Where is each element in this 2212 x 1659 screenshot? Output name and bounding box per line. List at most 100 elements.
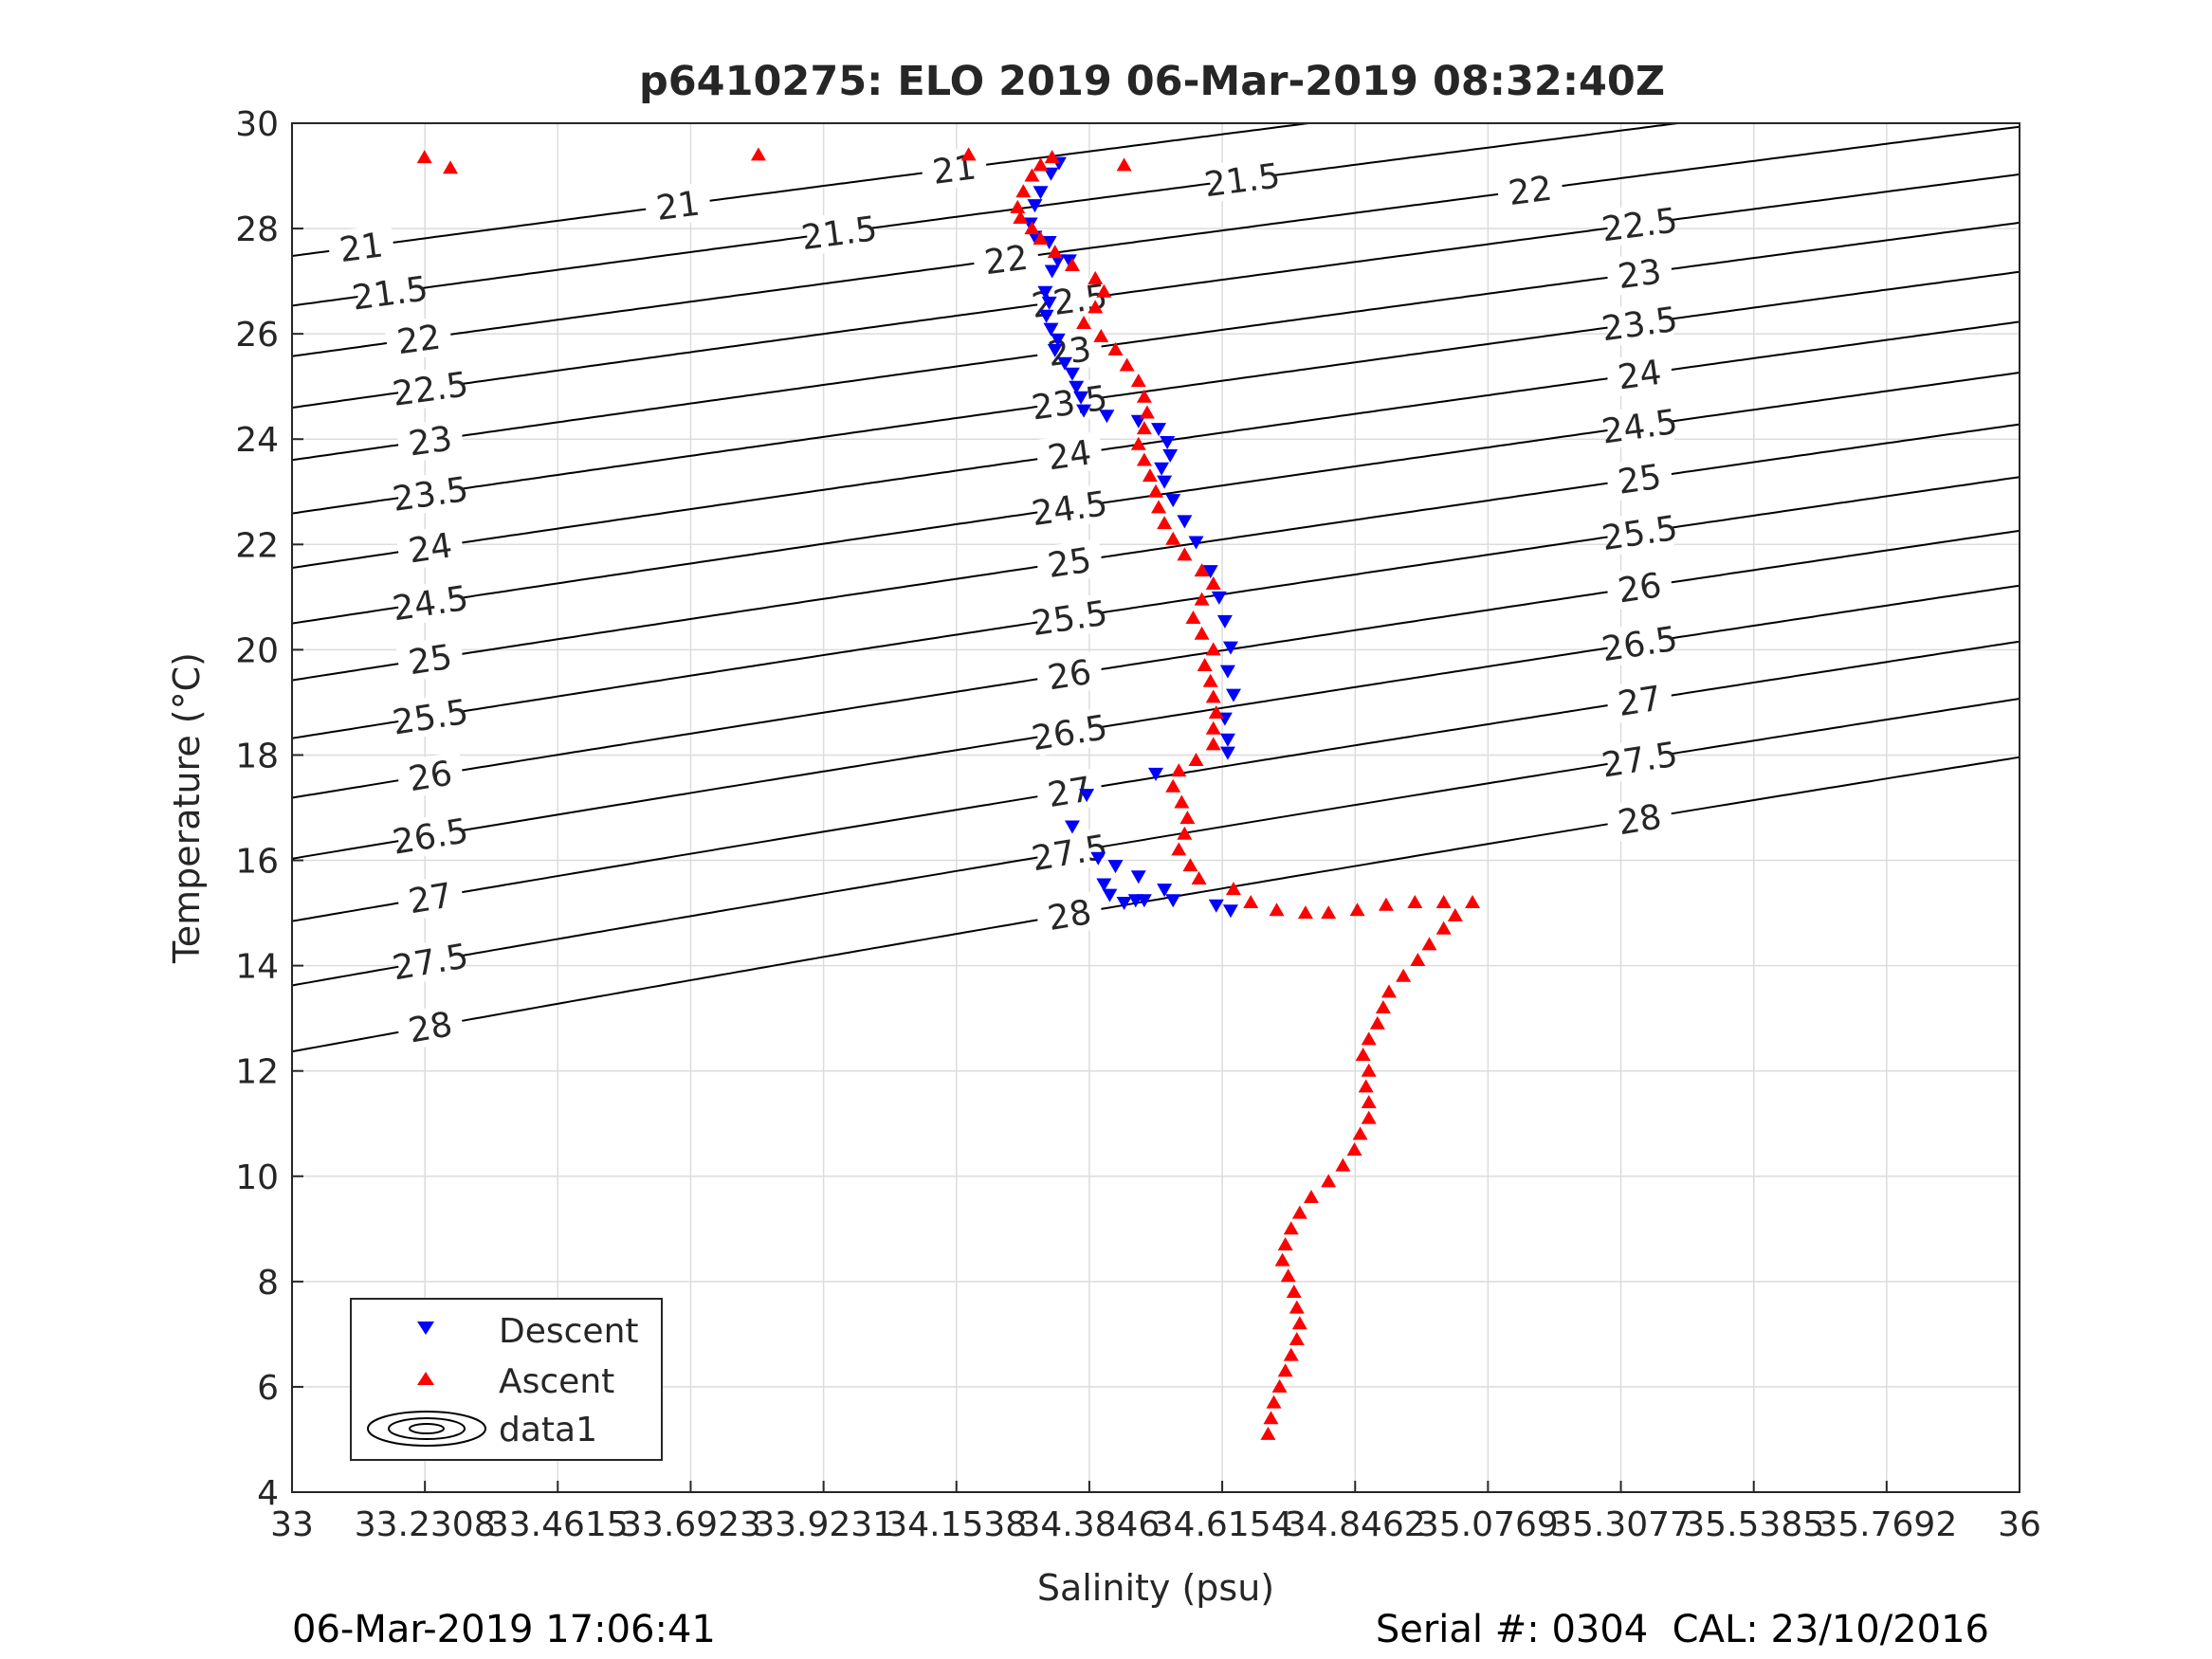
svg-text:23.5: 23.5 bbox=[390, 470, 470, 520]
ascent-point bbox=[1297, 905, 1313, 920]
ascent-point bbox=[1116, 157, 1132, 172]
contour-label: 27.5 bbox=[1029, 829, 1110, 880]
descent-point bbox=[1211, 591, 1227, 605]
descent-point bbox=[1162, 448, 1179, 463]
descent-point bbox=[1165, 894, 1181, 908]
ascent-point bbox=[1355, 1048, 1371, 1062]
descent-point bbox=[1096, 878, 1112, 892]
contour-line bbox=[292, 173, 2020, 409]
svg-text:21: 21 bbox=[338, 226, 386, 270]
y-tick-label: 20 bbox=[235, 631, 279, 670]
svg-text:22: 22 bbox=[1507, 170, 1555, 214]
y-tick-label: 22 bbox=[235, 526, 279, 565]
ascent-point bbox=[1205, 689, 1221, 703]
contour-label: 21 bbox=[920, 145, 989, 192]
x-tick-label: 33.2308 bbox=[355, 1505, 496, 1544]
ascent-point bbox=[1465, 894, 1481, 908]
y-axis-label: Temperature (°C) bbox=[166, 652, 208, 964]
ascent-point bbox=[1243, 894, 1259, 908]
legend-box bbox=[350, 1298, 663, 1461]
contour-line bbox=[292, 270, 2020, 515]
x-tick-label: 35.5385 bbox=[1683, 1505, 1824, 1544]
svg-text:22.5: 22.5 bbox=[1030, 278, 1110, 326]
descent-point bbox=[1219, 733, 1235, 747]
contour-label: 24 bbox=[1604, 351, 1674, 398]
legend-contour-icon bbox=[367, 1411, 486, 1447]
contour-label: 27.5 bbox=[1600, 735, 1681, 786]
descent-point bbox=[1033, 186, 1049, 200]
ascent-point bbox=[1142, 468, 1158, 483]
contour-label: 25.5 bbox=[1600, 508, 1680, 558]
ascent-point bbox=[1194, 592, 1210, 606]
ascent-point bbox=[1352, 1126, 1368, 1140]
descent-point bbox=[1064, 367, 1080, 381]
ascent-point bbox=[1321, 1174, 1337, 1188]
svg-text:23: 23 bbox=[1616, 252, 1664, 297]
svg-text:27.5: 27.5 bbox=[1600, 736, 1681, 786]
ascent-point bbox=[1225, 882, 1241, 896]
x-axis-label: Salinity (psu) bbox=[1037, 1567, 1274, 1609]
descent-point bbox=[1073, 391, 1089, 405]
y-tick-label: 24 bbox=[235, 421, 279, 460]
contour-label: 24.5 bbox=[1600, 402, 1680, 452]
contour-label: 28 bbox=[394, 1002, 466, 1051]
y-tick-label: 12 bbox=[235, 1053, 279, 1092]
descent-point bbox=[1160, 436, 1176, 450]
contour-label: 21 bbox=[643, 181, 713, 228]
descent-point bbox=[1116, 896, 1132, 910]
descent-point bbox=[1069, 380, 1085, 394]
ascent-point bbox=[1182, 858, 1198, 872]
density-contours: 21212121.521.521.522222222.522.522.52323… bbox=[292, 123, 2020, 1053]
x-tick-label: 34.3846 bbox=[1018, 1505, 1160, 1544]
contour-label: 22 bbox=[384, 315, 453, 362]
ascent-point bbox=[1277, 1363, 1293, 1377]
descent-point bbox=[1041, 296, 1057, 310]
descent-point bbox=[1222, 641, 1238, 655]
ascent-point bbox=[1263, 1411, 1279, 1425]
ascent-point bbox=[1130, 374, 1146, 388]
ascent-point bbox=[443, 160, 459, 174]
ascent-point bbox=[1139, 405, 1155, 419]
x-tick-label: 36 bbox=[1998, 1505, 2041, 1544]
y-tick-label: 30 bbox=[235, 105, 279, 144]
x-tick-label: 33.4615 bbox=[487, 1505, 629, 1544]
legend-ascent-label: Ascent bbox=[499, 1362, 614, 1401]
ascent-point bbox=[1076, 316, 1092, 330]
ascent-point bbox=[960, 147, 977, 161]
contour-line bbox=[292, 584, 2020, 860]
contour-label: 25.5 bbox=[390, 692, 471, 743]
ascent-point bbox=[1349, 902, 1365, 917]
descent-point bbox=[1057, 356, 1073, 371]
y-tick-label: 10 bbox=[235, 1158, 279, 1197]
svg-text:24: 24 bbox=[1046, 433, 1094, 478]
legend: Descent Ascent data1 bbox=[350, 1298, 663, 1461]
ascent-point bbox=[1148, 483, 1163, 498]
svg-text:25.5: 25.5 bbox=[1600, 509, 1680, 558]
x-tick-label: 35.3077 bbox=[1550, 1505, 1691, 1544]
contour-label: 23.5 bbox=[1600, 300, 1680, 349]
svg-text:22: 22 bbox=[394, 318, 443, 362]
descent-point bbox=[1099, 410, 1115, 424]
contour-label: 25 bbox=[1034, 538, 1105, 586]
svg-text:24: 24 bbox=[406, 526, 454, 571]
contour-line bbox=[292, 123, 1686, 307]
x-tick-label: 33.6923 bbox=[620, 1505, 761, 1544]
svg-text:25: 25 bbox=[406, 638, 455, 684]
contour-label: 26 bbox=[395, 751, 466, 799]
ascent-point bbox=[1177, 547, 1193, 561]
ascent-point bbox=[1321, 905, 1337, 920]
x-tick-label: 33.9231 bbox=[753, 1505, 894, 1544]
y-tick-label: 6 bbox=[257, 1369, 279, 1408]
svg-text:22.5: 22.5 bbox=[390, 365, 470, 414]
descent-point bbox=[1027, 199, 1043, 213]
ascent-point bbox=[1107, 341, 1124, 356]
contour-label: 23.5 bbox=[390, 469, 471, 520]
descent-point bbox=[1157, 884, 1173, 898]
svg-text:26: 26 bbox=[1616, 566, 1664, 611]
descent-point bbox=[1130, 870, 1146, 884]
descent-point bbox=[1107, 860, 1124, 874]
y-tick-label: 18 bbox=[235, 737, 279, 775]
svg-text:27.5: 27.5 bbox=[390, 937, 471, 988]
ascent-point bbox=[1358, 1079, 1374, 1093]
ascent-point bbox=[1269, 902, 1285, 917]
